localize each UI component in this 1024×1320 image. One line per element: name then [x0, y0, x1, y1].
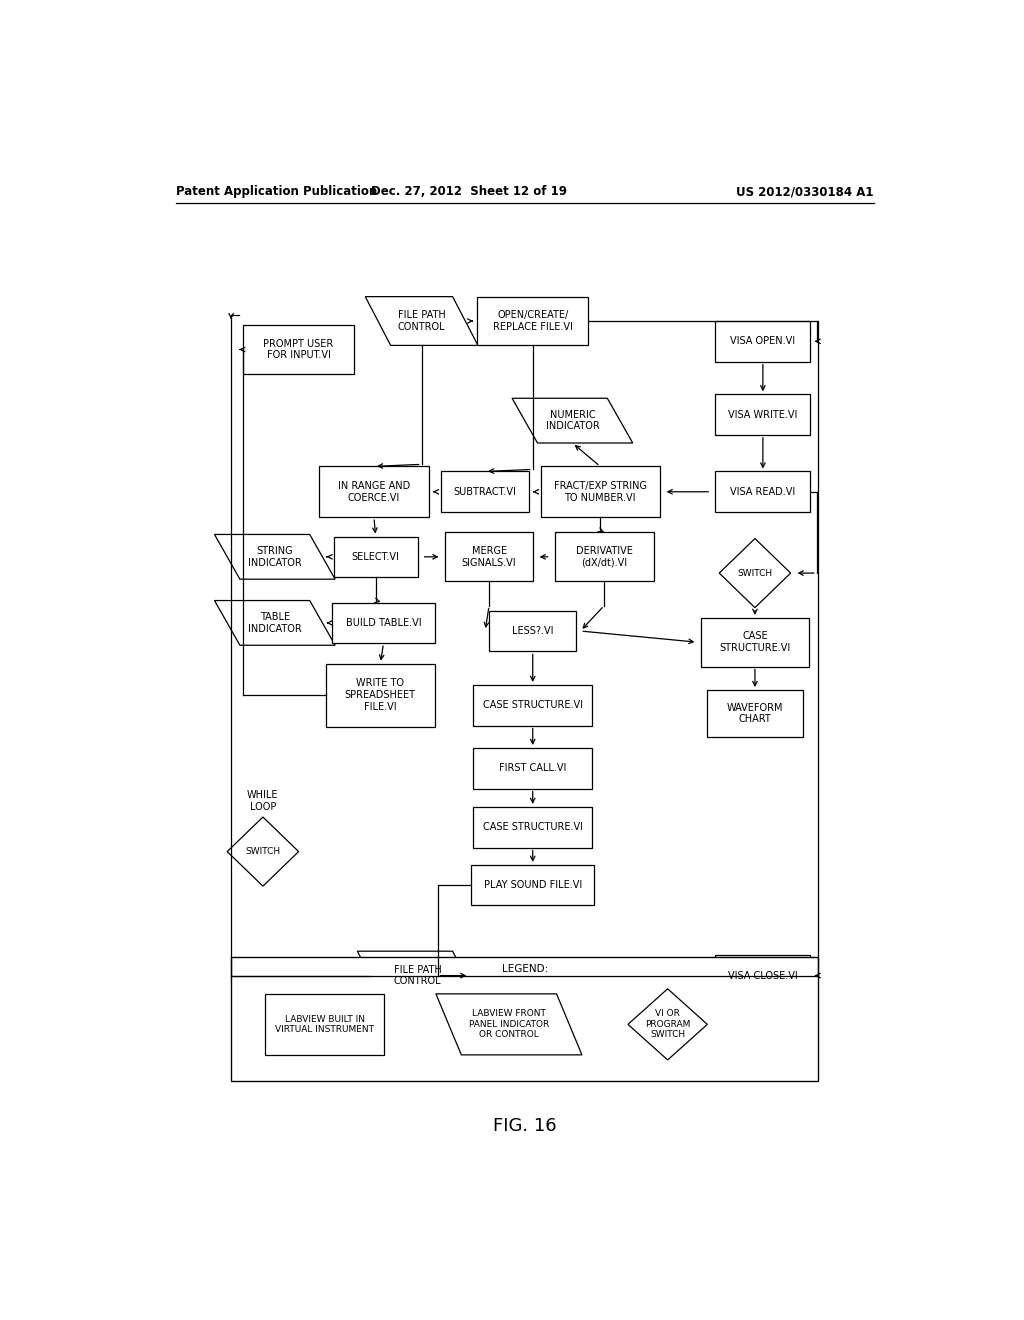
Polygon shape [436, 994, 582, 1055]
Text: FILE PATH
CONTROL: FILE PATH CONTROL [394, 965, 441, 986]
Bar [441, 471, 528, 512]
Bar [326, 664, 435, 726]
Bar [555, 532, 653, 581]
Polygon shape [214, 535, 335, 579]
Text: VISA CLOSE.VI: VISA CLOSE.VI [728, 970, 798, 981]
Text: MERGE
SIGNALS.VI: MERGE SIGNALS.VI [462, 546, 516, 568]
Bar [473, 685, 592, 726]
Text: TABLE
INDICATOR: TABLE INDICATOR [248, 612, 302, 634]
Bar [473, 748, 592, 788]
Text: WHILE
LOOP: WHILE LOOP [247, 789, 279, 812]
Bar [708, 690, 803, 737]
Bar [715, 321, 811, 362]
Bar [319, 466, 429, 517]
Text: VISA READ.VI: VISA READ.VI [730, 487, 796, 496]
Text: SELECT.VI: SELECT.VI [351, 552, 399, 562]
Bar [477, 297, 589, 346]
Text: NUMERIC
INDICATOR: NUMERIC INDICATOR [546, 409, 599, 432]
Text: Patent Application Publication: Patent Application Publication [176, 185, 377, 198]
Text: LABVIEW FRONT
PANEL INDICATOR
OR CONTROL: LABVIEW FRONT PANEL INDICATOR OR CONTROL [469, 1010, 549, 1039]
Text: VI OR
PROGRAM
SWITCH: VI OR PROGRAM SWITCH [645, 1010, 690, 1039]
Text: LEGEND:: LEGEND: [502, 965, 548, 974]
Text: WRITE TO
SPREADSHEET
FILE.VI: WRITE TO SPREADSHEET FILE.VI [345, 678, 416, 711]
Polygon shape [628, 989, 708, 1060]
Text: US 2012/0330184 A1: US 2012/0330184 A1 [736, 185, 873, 198]
Text: PROMPT USER
FOR INPUT.VI: PROMPT USER FOR INPUT.VI [263, 339, 334, 360]
Polygon shape [512, 399, 633, 444]
Text: FIG. 16: FIG. 16 [493, 1117, 557, 1135]
Text: SWITCH: SWITCH [246, 847, 281, 857]
Bar [334, 536, 418, 577]
Text: SWITCH: SWITCH [737, 569, 772, 578]
Text: CASE STRUCTURE.VI: CASE STRUCTURE.VI [482, 822, 583, 832]
Text: DERIVATIVE
(dX/dt).VI: DERIVATIVE (dX/dt).VI [575, 546, 633, 568]
Text: STRING
INDICATOR: STRING INDICATOR [248, 546, 302, 568]
Text: VISA WRITE.VI: VISA WRITE.VI [728, 409, 798, 420]
Bar [265, 994, 384, 1055]
Text: FIRST CALL.VI: FIRST CALL.VI [499, 763, 566, 774]
Text: LESS?.VI: LESS?.VI [512, 626, 554, 636]
Text: CASE
STRUCTURE.VI: CASE STRUCTURE.VI [719, 631, 791, 653]
Bar [473, 807, 592, 847]
Polygon shape [357, 952, 478, 1001]
Bar [715, 471, 811, 512]
Text: BUILD TABLE.VI: BUILD TABLE.VI [346, 618, 421, 628]
Bar [231, 957, 818, 1081]
Text: FRACT/EXP STRING
TO NUMBER.VI: FRACT/EXP STRING TO NUMBER.VI [554, 480, 647, 503]
Bar [445, 532, 532, 581]
Text: CASE STRUCTURE.VI: CASE STRUCTURE.VI [482, 700, 583, 710]
Polygon shape [227, 817, 299, 886]
Bar [715, 395, 811, 434]
Bar [715, 956, 811, 995]
Text: FILE PATH
CONTROL: FILE PATH CONTROL [397, 310, 445, 331]
Bar [541, 466, 659, 517]
Text: IN RANGE AND
COERCE.VI: IN RANGE AND COERCE.VI [338, 480, 411, 503]
Text: PLAY SOUND FILE.VI: PLAY SOUND FILE.VI [483, 880, 582, 890]
Text: OPEN/CREATE/
REPLACE FILE.VI: OPEN/CREATE/ REPLACE FILE.VI [493, 310, 572, 331]
Polygon shape [366, 297, 478, 346]
Polygon shape [214, 601, 335, 645]
Polygon shape [719, 539, 791, 607]
Bar [471, 865, 594, 906]
Text: WAVEFORM
CHART: WAVEFORM CHART [727, 702, 783, 725]
Bar [489, 611, 577, 651]
Text: Dec. 27, 2012  Sheet 12 of 19: Dec. 27, 2012 Sheet 12 of 19 [372, 185, 567, 198]
Text: SUBTRACT.VI: SUBTRACT.VI [454, 487, 516, 496]
Text: VISA OPEN.VI: VISA OPEN.VI [730, 337, 796, 346]
Bar [332, 602, 435, 643]
Bar [701, 618, 809, 667]
Bar [243, 325, 354, 374]
Text: LABVIEW BUILT IN
VIRTUAL INSTRUMENT: LABVIEW BUILT IN VIRTUAL INSTRUMENT [275, 1015, 375, 1034]
